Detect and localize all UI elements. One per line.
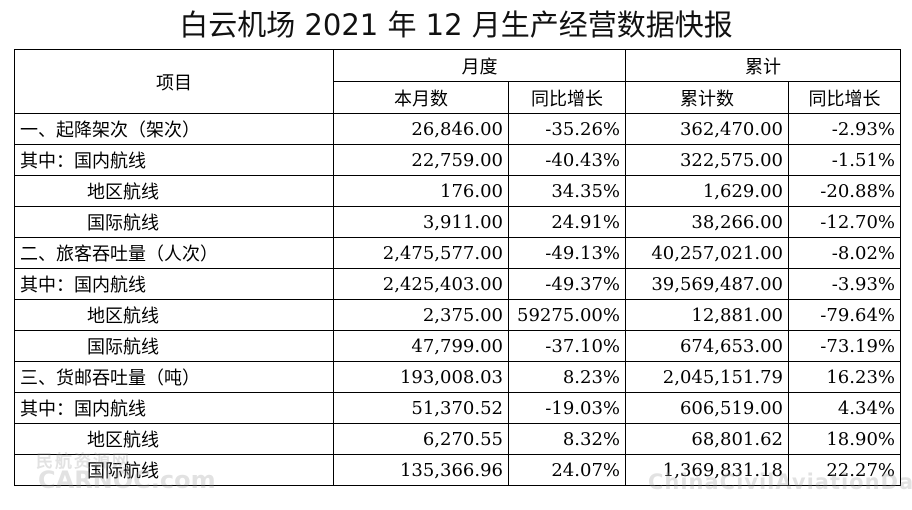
monthly-value: 51,370.52 — [333, 392, 509, 424]
row-name: 国际航线 — [14, 454, 334, 486]
monthly-value: 2,425,403.00 — [333, 268, 509, 300]
monthly-value: 2,375.00 — [333, 299, 509, 331]
table-row: 地区航线 6,270.55 8.32% 68,801.62 18.90% — [14, 423, 901, 455]
monthly-value: 2,475,577.00 — [333, 237, 509, 269]
header-row-sub: 本月数 同比增长 累计数 同比增长 — [15, 81, 901, 114]
cumulative-yoy: -2.93% — [788, 113, 901, 145]
cumulative-yoy: -73.19% — [788, 330, 901, 362]
header-monthly-yoy: 同比增长 — [508, 81, 626, 114]
monthly-yoy: 59275.00% — [508, 299, 626, 331]
header-monthly: 月度 — [333, 49, 626, 82]
monthly-value: 47,799.00 — [333, 330, 509, 362]
row-name: 地区航线 — [14, 299, 334, 331]
row-name: 其中：国内航线 — [14, 268, 334, 300]
cumulative-value: 40,257,021.00 — [625, 237, 789, 269]
cumulative-yoy: -3.93% — [788, 268, 901, 300]
cumulative-value: 38,266.00 — [625, 206, 789, 238]
monthly-value: 135,366.96 — [333, 454, 509, 486]
table-row: 地区航线 176.00 34.35% 1,629.00 -20.88% — [14, 175, 901, 207]
header-cumulative-value: 累计数 — [625, 81, 789, 114]
table-row: 其中：国内航线 22,759.00 -40.43% 322,575.00 -1.… — [14, 144, 901, 176]
row-name: 国际航线 — [14, 330, 334, 362]
row-name: 一、起降架次（架次） — [14, 113, 334, 145]
row-name: 地区航线 — [14, 175, 334, 207]
table-header: 项目 月度 累计 本月数 同比增长 累计数 同比增长 — [14, 49, 901, 114]
row-name: 二、旅客吞吐量（人次） — [14, 237, 334, 269]
row-name: 国际航线 — [14, 206, 334, 238]
cumulative-yoy: -8.02% — [788, 237, 901, 269]
page-title: 白云机场 2021 年 12 月生产经营数据快报 — [179, 8, 733, 42]
monthly-yoy: -19.03% — [508, 392, 626, 424]
header-item: 项目 — [14, 49, 334, 114]
cumulative-value: 1,369,831.18 — [625, 454, 789, 486]
cumulative-value: 2,045,151.79 — [625, 361, 789, 393]
cumulative-value: 12,881.00 — [625, 299, 789, 331]
monthly-value: 176.00 — [333, 175, 509, 207]
monthly-value: 193,008.03 — [333, 361, 509, 393]
header-row-group: 项目 月度 累计 — [14, 49, 901, 114]
cumulative-value: 1,629.00 — [625, 175, 789, 207]
table-body: 一、起降架次（架次） 26,846.00 -35.26% 362,470.00 … — [14, 113, 901, 486]
row-name: 地区航线 — [14, 423, 334, 455]
monthly-value: 6,270.55 — [333, 423, 509, 455]
row-name: 其中：国内航线 — [14, 392, 334, 424]
table-row: 国际航线 135,366.96 24.07% 1,369,831.18 22.2… — [14, 454, 901, 486]
cumulative-value: 362,470.00 — [625, 113, 789, 145]
monthly-value: 26,846.00 — [333, 113, 509, 145]
table-row: 二、旅客吞吐量（人次） 2,475,577.00 -49.13% 40,257,… — [14, 237, 901, 269]
monthly-yoy: -37.10% — [508, 330, 626, 362]
monthly-yoy: -49.13% — [508, 237, 626, 269]
header-cumulative: 累计 — [625, 49, 901, 82]
monthly-value: 3,911.00 — [333, 206, 509, 238]
row-name: 其中：国内航线 — [14, 144, 334, 176]
table-row: 地区航线 2,375.00 59275.00% 12,881.00 -79.64… — [14, 299, 901, 331]
cumulative-value: 39,569,487.00 — [625, 268, 789, 300]
header-cumulative-yoy: 同比增长 — [788, 81, 901, 114]
monthly-yoy: -35.26% — [508, 113, 626, 145]
cumulative-yoy: -20.88% — [788, 175, 901, 207]
cumulative-yoy: -12.70% — [788, 206, 901, 238]
header-monthly-value: 本月数 — [333, 81, 509, 114]
monthly-yoy: -49.37% — [508, 268, 626, 300]
cumulative-yoy: 22.27% — [788, 454, 901, 486]
cumulative-yoy: 18.90% — [788, 423, 901, 455]
monthly-yoy: 24.91% — [508, 206, 626, 238]
cumulative-value: 606,519.00 — [625, 392, 789, 424]
table-row: 一、起降架次（架次） 26,846.00 -35.26% 362,470.00 … — [14, 113, 901, 145]
row-name: 三、货邮吞吐量（吨） — [14, 361, 334, 393]
monthly-yoy: -40.43% — [508, 144, 626, 176]
cumulative-yoy: 4.34% — [788, 392, 901, 424]
cumulative-yoy: -79.64% — [788, 299, 901, 331]
data-table: 项目 月度 累计 本月数 同比增长 累计数 同比增长 一、起降架次（架次） 26… — [14, 49, 901, 486]
monthly-yoy: 24.07% — [508, 454, 626, 486]
table-row: 国际航线 3,911.00 24.91% 38,266.00 -12.70% — [14, 206, 901, 238]
monthly-yoy: 34.35% — [508, 175, 626, 207]
table-row: 其中：国内航线 2,425,403.00 -49.37% 39,569,487.… — [14, 268, 901, 300]
monthly-yoy: 8.23% — [508, 361, 626, 393]
cumulative-value: 68,801.62 — [625, 423, 789, 455]
cumulative-value: 322,575.00 — [625, 144, 789, 176]
table-row: 其中：国内航线 51,370.52 -19.03% 606,519.00 4.3… — [14, 392, 901, 424]
cumulative-value: 674,653.00 — [625, 330, 789, 362]
cumulative-yoy: -1.51% — [788, 144, 901, 176]
cumulative-yoy: 16.23% — [788, 361, 901, 393]
table-row: 三、货邮吞吐量（吨） 193,008.03 8.23% 2,045,151.79… — [14, 361, 901, 393]
table-row: 国际航线 47,799.00 -37.10% 674,653.00 -73.19… — [14, 330, 901, 362]
monthly-value: 22,759.00 — [333, 144, 509, 176]
monthly-yoy: 8.32% — [508, 423, 626, 455]
